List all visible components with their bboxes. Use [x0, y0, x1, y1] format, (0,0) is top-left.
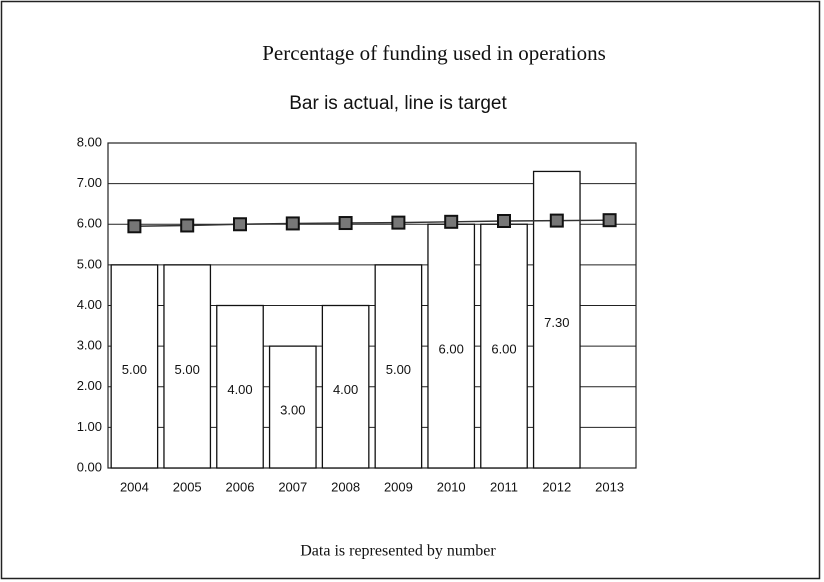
bar: [268, 345, 317, 469]
x-tick-label: 2010: [437, 479, 466, 494]
target-marker: [285, 216, 300, 231]
plot-border: [107, 142, 637, 469]
chart-footer: Data is represented by number: [300, 543, 496, 560]
y-tick-label: 5.00: [77, 256, 102, 271]
data-label: 6.00: [439, 342, 464, 357]
data-label: 6.00: [491, 342, 516, 357]
y-tick-label: 2.00: [77, 378, 102, 393]
y-tick-label: 4.00: [77, 297, 102, 312]
y-tick-label: 3.00: [77, 338, 102, 353]
bar: [374, 264, 423, 469]
bar: [110, 264, 159, 469]
y-tick-label: 0.00: [77, 459, 102, 474]
target-marker: [338, 216, 353, 231]
data-label: 5.00: [175, 362, 200, 377]
data-label: 4.00: [227, 382, 252, 397]
x-tick-label: 2008: [331, 479, 360, 494]
data-label: 7.30: [544, 315, 569, 330]
bar: [321, 304, 370, 469]
chart-title: Percentage of funding used in operations: [262, 41, 606, 65]
target-marker: [391, 215, 406, 230]
target-marker: [549, 213, 564, 228]
target-marker: [180, 218, 195, 233]
x-tick-label: 2011: [490, 479, 518, 494]
bar: [427, 223, 476, 469]
y-tick-label: 8.00: [77, 134, 102, 149]
chart-subtitle: Bar is actual, line is target: [289, 93, 507, 114]
target-marker: [497, 214, 511, 228]
y-tick-label: 1.00: [77, 419, 102, 434]
target-marker: [233, 217, 247, 232]
x-tick-label: 2009: [384, 479, 413, 494]
bar: [216, 304, 264, 469]
target-marker: [127, 219, 142, 234]
y-tick-label: 6.00: [77, 216, 102, 231]
x-tick-label: 2005: [173, 479, 202, 494]
x-tick-label: 2006: [226, 479, 255, 494]
target-line: [134, 219, 610, 228]
bar: [163, 264, 212, 469]
data-label: 5.00: [386, 362, 411, 377]
data-label: 5.00: [122, 362, 147, 377]
x-tick-label: 2007: [278, 479, 307, 494]
x-tick-label: 2013: [595, 479, 624, 494]
data-label: 4.00: [333, 382, 358, 397]
x-tick-label: 2012: [542, 479, 571, 494]
target-marker: [444, 214, 459, 229]
data-label: 3.00: [280, 403, 305, 418]
x-tick-label: 2004: [120, 479, 149, 494]
target-marker: [602, 213, 617, 228]
y-tick-label: 7.00: [77, 175, 102, 190]
